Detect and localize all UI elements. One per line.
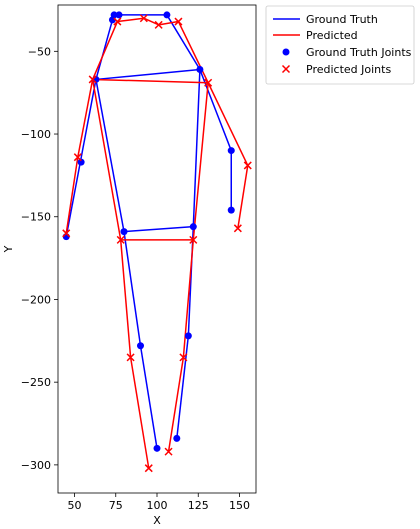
legend-ground-truth-joints-label: Ground Truth Joints	[306, 46, 412, 59]
ground-truth-joint-point	[227, 147, 235, 155]
predicted-segment	[91, 79, 122, 241]
predicted-joint-point	[62, 229, 71, 238]
y-tick-label: −150	[21, 211, 51, 224]
legend-predicted-joints-label: Predicted Joints	[306, 63, 391, 76]
ground-truth-segment	[139, 345, 158, 449]
predicted-joint-point	[113, 17, 122, 26]
legend-box	[265, 5, 415, 85]
predicted-segment	[237, 165, 249, 229]
predicted-segment	[158, 20, 179, 26]
ground-truth-joint-point	[115, 11, 123, 19]
x-tick-label: 100	[147, 499, 168, 512]
legend-ground-truth-label: Ground Truth	[306, 13, 378, 26]
predicted-joint-point	[189, 235, 198, 244]
ground-truth-joint-point	[163, 11, 171, 19]
ground-truth-joint-point	[137, 342, 144, 350]
predicted-segment	[207, 82, 249, 166]
predicted-joint-point	[164, 447, 173, 456]
ground-truth-segment	[95, 68, 200, 81]
predicted-joint-point	[204, 78, 213, 87]
predicted-joint-point	[154, 20, 163, 29]
predicted-segment	[117, 17, 144, 23]
ground-truth-segment	[192, 69, 201, 227]
ground-truth-segment	[123, 225, 194, 233]
predicted-joint-point	[233, 224, 242, 233]
y-tick-label: −50	[28, 45, 51, 58]
predicted-joint-point	[73, 153, 82, 162]
ground-truth-segment	[65, 79, 97, 237]
ground-truth-joint-point	[184, 332, 192, 340]
predicted-joint-point	[144, 464, 153, 473]
predicted-joint-point	[243, 161, 252, 170]
predicted-lines	[65, 17, 249, 469]
predicted-segment	[119, 239, 132, 358]
ground-truth-joint-point	[153, 444, 161, 452]
predicted-joint-point	[116, 235, 125, 244]
y-tick-label: −200	[21, 293, 51, 306]
y-axis-label: Y	[2, 245, 15, 253]
y-tick-label: −250	[21, 376, 51, 389]
ground-truth-joint-point	[173, 434, 181, 442]
predicted-segment	[192, 82, 209, 240]
x-tick-label: 125	[188, 499, 209, 512]
x-axis-label: X	[153, 514, 161, 527]
ground-truth-joint-point	[196, 66, 204, 74]
ground-truth-segment	[95, 79, 125, 232]
predicted-segment	[182, 239, 195, 358]
ground-truth-joint-point	[120, 228, 128, 236]
predicted-segment	[92, 78, 209, 84]
x-axis-ticks: 50 75 100 125 150	[68, 493, 250, 512]
predicted-segment	[177, 21, 209, 84]
y-tick-label: −100	[21, 128, 51, 141]
ground-truth-lines	[65, 14, 232, 449]
x-tick-label: 50	[68, 499, 82, 512]
predicted-segment	[91, 21, 119, 80]
y-axis-ticks: −50 −100 −150 −200 −250 −300	[21, 45, 58, 472]
ground-truth-segment	[176, 335, 190, 439]
ground-truth-joint-point	[77, 158, 85, 166]
predicted-joints	[62, 14, 252, 473]
predicted-joint-point	[126, 353, 135, 362]
predicted-segment	[65, 157, 79, 234]
predicted-joint-point	[139, 14, 148, 23]
legend-predicted-label: Predicted	[306, 29, 358, 42]
ground-truth-segment	[123, 231, 142, 346]
ground-truth-segment	[95, 19, 114, 80]
plot-background	[58, 5, 256, 493]
predicted-joint-point	[88, 75, 97, 84]
predicted-segment	[77, 79, 94, 158]
ground-truth-segment	[166, 14, 201, 70]
predicted-joint-point	[179, 353, 188, 362]
legend: Ground Truth Predicted Ground Truth Join…	[265, 5, 415, 85]
y-tick-label: −300	[21, 459, 51, 472]
ground-truth-joint-point	[189, 223, 197, 231]
predicted-segment	[167, 357, 185, 452]
x-tick-label: 150	[229, 499, 250, 512]
predicted-segment	[129, 357, 150, 469]
legend-ground-truth-joint-marker	[282, 48, 290, 56]
x-tick-label: 75	[109, 499, 123, 512]
predicted-joint-point	[174, 17, 183, 26]
predicted-segment	[143, 17, 159, 26]
ground-truth-joint-point	[227, 206, 235, 214]
legend-predicted-joint-marker	[281, 64, 291, 74]
